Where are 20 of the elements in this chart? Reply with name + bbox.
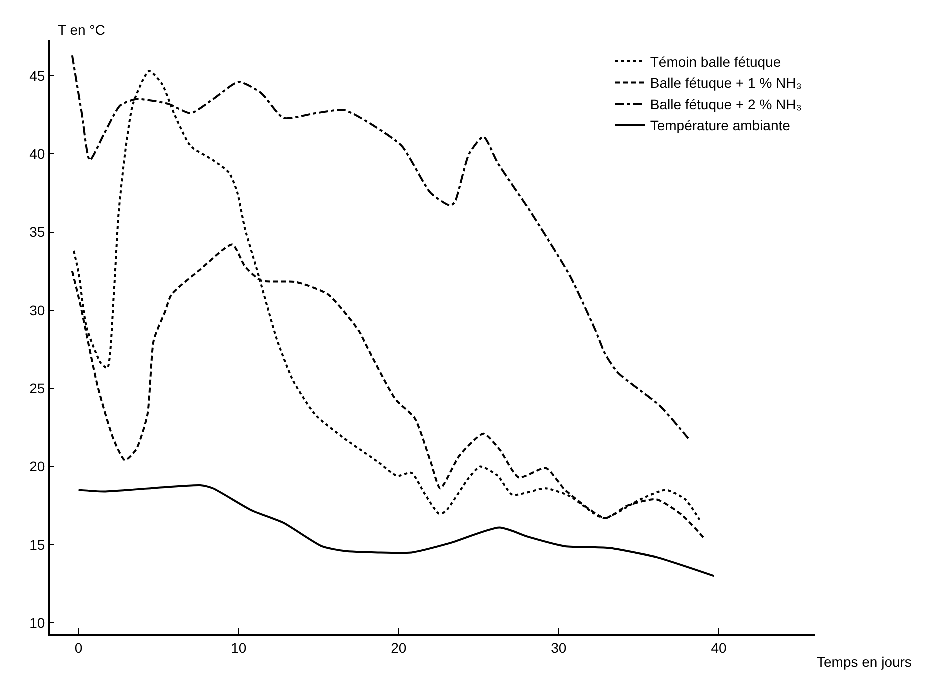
legend-label: Balle fétuque + 2 % NH₃ [650, 96, 802, 112]
y-tick-label: 20 [30, 458, 46, 475]
y-tick-label: 45 [30, 68, 46, 84]
y-tick-label: 35 [30, 224, 46, 240]
legend-label: Balle fétuque + 1 % NH₃ [650, 75, 802, 92]
x-tick-label: 20 [391, 640, 407, 656]
x-tick-label: 40 [711, 640, 727, 656]
line-series [78, 484, 716, 578]
legend-label: Température ambiante [650, 118, 791, 134]
y-tick-label: 40 [30, 146, 46, 162]
legend-label: Témoin balle fétuque [650, 54, 782, 70]
x-tick-label: 30 [551, 640, 567, 656]
y-tick-label: 30 [30, 302, 46, 318]
x-axis-title: Temps en jours [817, 654, 912, 670]
x-tick-label: 0 [74, 640, 83, 656]
y-tick-label: 15 [30, 536, 46, 553]
y-axis-title: T en °C [58, 22, 106, 38]
y-tick-label: 25 [30, 380, 46, 396]
y-tick-label: 10 [30, 614, 46, 631]
x-tick-label: 10 [231, 640, 247, 656]
